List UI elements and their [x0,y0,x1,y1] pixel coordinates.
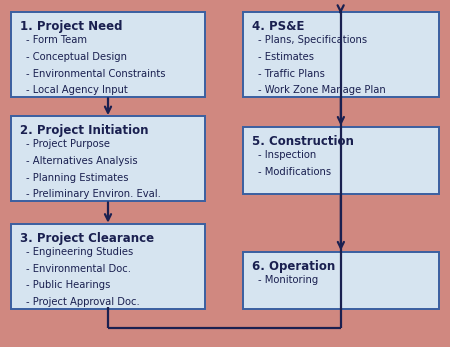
Text: - Traffic Plans: - Traffic Plans [258,69,325,79]
Text: - Local Agency Input: - Local Agency Input [26,85,128,95]
FancyBboxPatch shape [11,116,205,201]
Text: - Conceptual Design: - Conceptual Design [26,52,127,62]
FancyBboxPatch shape [243,252,439,309]
Text: - Engineering Studies: - Engineering Studies [26,247,133,257]
Text: 5. Construction: 5. Construction [252,135,354,147]
FancyBboxPatch shape [243,127,439,194]
Text: 6. Operation: 6. Operation [252,260,335,272]
Text: - Work Zone Manage Plan: - Work Zone Manage Plan [258,85,386,95]
Text: - Environmental Doc.: - Environmental Doc. [26,264,131,274]
Text: - Plans, Specifications: - Plans, Specifications [258,35,367,45]
FancyBboxPatch shape [11,224,205,309]
Text: - Planning Estimates: - Planning Estimates [26,173,129,183]
Text: 4. PS&E: 4. PS&E [252,20,304,33]
Text: - Preliminary Environ. Eval.: - Preliminary Environ. Eval. [26,189,161,200]
FancyBboxPatch shape [243,12,439,97]
Text: 3. Project Clearance: 3. Project Clearance [20,232,154,245]
Text: - Modifications: - Modifications [258,167,331,177]
Text: 2. Project Initiation: 2. Project Initiation [20,124,149,137]
FancyBboxPatch shape [11,12,205,97]
Text: - Monitoring: - Monitoring [258,275,318,285]
Text: - Environmental Constraints: - Environmental Constraints [26,69,166,79]
Text: - Public Hearings: - Public Hearings [26,280,111,290]
Text: 1. Project Need: 1. Project Need [20,20,123,33]
Text: - Inspection: - Inspection [258,150,316,160]
Text: - Alternatives Analysis: - Alternatives Analysis [26,156,138,166]
Text: - Form Team: - Form Team [26,35,87,45]
Text: - Project Approval Doc.: - Project Approval Doc. [26,297,140,307]
Text: - Estimates: - Estimates [258,52,314,62]
Text: - Project Purpose: - Project Purpose [26,139,110,150]
